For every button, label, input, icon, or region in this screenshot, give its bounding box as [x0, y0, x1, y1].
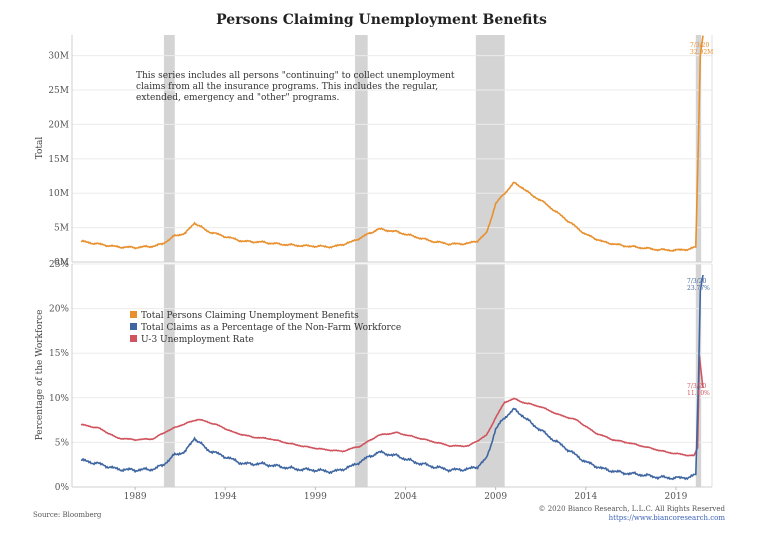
x-tick-label: 2014 [574, 492, 597, 502]
note-line: extended, emergency and "other" programs… [136, 93, 340, 103]
recession-band [163, 264, 175, 487]
y-tick-label: 10M [48, 189, 69, 199]
website-link[interactable]: https://www.biancoresearch.com [608, 514, 725, 522]
x-tick-label: 2019 [664, 492, 687, 502]
end-label-u3-date: 7/3/20 [687, 383, 706, 390]
y-tick-label: 5M [54, 224, 69, 234]
copyright-text: © 2020 Bianco Research, L.L.C. All Right… [538, 505, 726, 513]
end-label-date: 7/3/20 [690, 42, 709, 49]
end-label-value: 32.92M [690, 49, 713, 56]
y-tick-label: 0M [54, 258, 69, 268]
y-axis-label-pct: Percentage of the Workforce [35, 310, 45, 441]
note-line: claims from all the insurance programs. … [136, 82, 438, 92]
x-tick-label: 1989 [124, 492, 147, 502]
percentage-panel: 0% 5% 10% 15% 20% 25% Percentage of the Workfo… [35, 260, 713, 502]
note-line: This series includes all persons "contin… [136, 71, 455, 81]
y-tick-label: 15% [49, 349, 69, 359]
y-tick-label: 10% [49, 394, 69, 404]
y-tick-label: 25M [48, 86, 69, 96]
pct-claims-line [81, 274, 704, 481]
y-tick-label: 30M [48, 52, 69, 62]
x-tick-label: 2004 [394, 492, 417, 502]
recession-band [475, 264, 505, 487]
legend-swatch [130, 311, 137, 318]
legend-label: Total Persons Claiming Unemployment Bene… [141, 311, 359, 321]
legend-swatch [130, 323, 137, 330]
legend-label: U-3 Unemployment Rate [141, 335, 254, 345]
legend-swatch [130, 335, 137, 342]
end-label-pct-date: 7/3/20 [687, 278, 706, 285]
total-panel: 0M 5M 10M 15M 20M 25M 30M Total This series incl… [35, 35, 713, 268]
copyright-block: © 2020 Bianco Research, L.L.C. All Right… [539, 505, 726, 523]
y-tick-label: 0% [55, 483, 70, 493]
recession-band [355, 264, 368, 487]
chart-title: Persons Claiming Unemployment Benefits [216, 12, 547, 28]
y-tick-label: 20% [49, 305, 69, 315]
legend-label: Total Claims as a Percentage of the Non-… [141, 323, 401, 333]
total-persons-line [80, 35, 704, 252]
y-tick-label: 5% [55, 438, 70, 448]
x-tick-label: 2009 [484, 492, 507, 502]
recession-band [355, 35, 368, 262]
end-label-pct-value: 23.77% [687, 285, 710, 292]
u3-rate-line [80, 356, 704, 457]
y-tick-label: 20M [48, 120, 69, 130]
end-label-u3-value: 11.10% [687, 390, 710, 397]
y-tick-label: 15M [48, 155, 69, 165]
recession-band [163, 35, 175, 262]
x-tick-label: 1999 [304, 492, 327, 502]
x-tick-label: 1994 [214, 492, 237, 502]
y-tick-label: 25% [49, 260, 69, 270]
source-note: Source: Bloomberg [33, 511, 102, 519]
y-axis-label-total: Total [35, 137, 45, 160]
